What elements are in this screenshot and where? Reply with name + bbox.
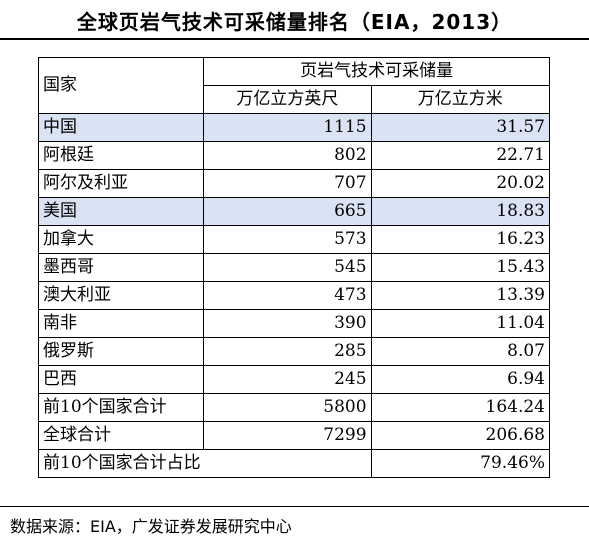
value-tcf-cell: 285 (203, 337, 372, 366)
table-row: 阿尔及利亚 707 20.02 (37, 169, 551, 198)
value-tcf-cell: 545 (203, 253, 372, 282)
source-note: 数据来源：EIA，广发证券发展研究中心 (10, 517, 292, 536)
ratio-label-cell: 前10个国家合计占比 (38, 449, 372, 478)
value-tcf-cell: 5800 (203, 393, 372, 422)
table-row: 澳大利亚 473 13.39 (37, 281, 551, 310)
value-tcf-cell: 473 (203, 281, 372, 310)
value-tcf-cell: 802 (203, 141, 372, 170)
table-row: 美国 665 18.83 (37, 197, 551, 226)
value-tcm-cell: 164.24 (370, 393, 551, 422)
title-divider (0, 38, 589, 40)
table-row: 巴西 245 6.94 (37, 365, 551, 394)
table-row: 中国 1115 31.57 (37, 113, 551, 142)
table-row: 南非 390 11.04 (37, 309, 551, 338)
value-tcm-cell: 206.68 (370, 421, 551, 450)
country-cell: 澳大利亚 (37, 281, 205, 310)
header-unit-row: 万亿立方英尺 万亿立方米 (39, 85, 551, 114)
country-cell: 南非 (37, 309, 205, 338)
value-tcm-cell: 20.02 (370, 169, 551, 198)
header-unit-tcm: 万亿立方米 (370, 85, 551, 114)
header-country: 国家 (37, 57, 205, 114)
table-row: 阿根廷 802 22.71 (37, 141, 551, 170)
value-tcm-cell: 6.94 (370, 365, 551, 394)
header-reserves-group: 页岩气技术可采储量 (203, 57, 550, 86)
total-label-cell: 前10个国家合计 (37, 393, 205, 422)
value-tcf-cell: 1115 (203, 113, 372, 142)
country-cell: 阿根廷 (37, 141, 205, 170)
country-cell: 巴西 (37, 365, 205, 394)
total-global-row: 全球合计 7299 206.68 (37, 421, 551, 450)
country-cell: 俄罗斯 (37, 337, 205, 366)
country-cell: 加拿大 (37, 225, 205, 254)
table-row: 俄罗斯 285 8.07 (37, 337, 551, 366)
value-tcm-cell: 31.57 (370, 113, 551, 142)
country-cell: 阿尔及利亚 (37, 169, 205, 198)
value-tcm-cell: 16.23 (370, 225, 551, 254)
footer-divider (0, 506, 589, 507)
header-row: 国家 页岩气技术可采储量 (37, 57, 550, 114)
value-tcm-cell: 18.83 (370, 197, 551, 226)
table-row: 墨西哥 545 15.43 (37, 253, 551, 282)
value-tcm-cell: 8.07 (370, 337, 551, 366)
country-cell: 墨西哥 (37, 253, 205, 282)
value-tcm-cell: 22.71 (370, 141, 551, 170)
header-unit-tcf: 万亿立方英尺 (203, 85, 372, 114)
country-cell: 美国 (37, 197, 205, 226)
page-title: 全球页岩气技术可采储量排名（EIA，2013） (76, 10, 513, 34)
ratio-value-cell: 79.46% (370, 449, 551, 478)
shale-gas-reserves-table: 国家 页岩气技术可采储量 万亿立方英尺 万亿立方米 中国 1115 31.57 … (37, 57, 551, 478)
value-tcf-cell: 245 (203, 365, 372, 394)
value-tcm-cell: 11.04 (370, 309, 551, 338)
value-tcm-cell: 15.43 (370, 253, 551, 282)
value-tcm-cell: 13.39 (370, 281, 551, 310)
table-row: 加拿大 573 16.23 (37, 225, 551, 254)
value-tcf-cell: 390 (203, 309, 372, 338)
ratio-row: 前10个国家合计占比 79.46% (38, 449, 551, 478)
country-cell: 中国 (37, 113, 205, 142)
value-tcf-cell: 707 (203, 169, 372, 198)
total-top10-row: 前10个国家合计 5800 164.24 (37, 393, 551, 422)
total-label-cell: 全球合计 (37, 421, 205, 450)
value-tcf-cell: 665 (203, 197, 372, 226)
value-tcf-cell: 573 (203, 225, 372, 254)
value-tcf-cell: 7299 (203, 421, 372, 450)
